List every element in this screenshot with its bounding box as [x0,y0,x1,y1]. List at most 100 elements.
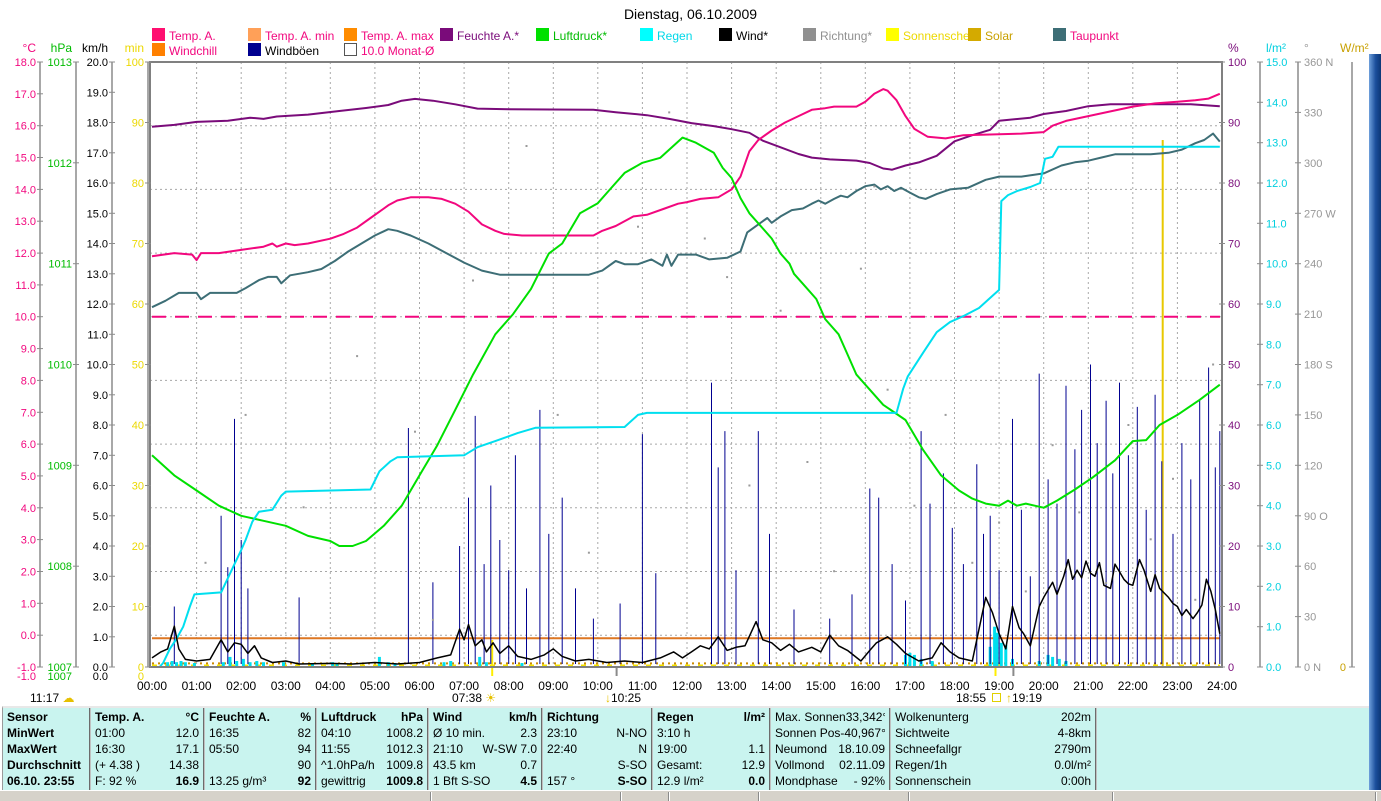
legend-item-feuchte-a-[interactable]: Feuchte A.* [440,28,519,43]
rain-bar [1057,658,1061,667]
legend-swatch-icon [344,43,357,56]
tick-temp: 8.0 [21,375,36,387]
series-taupunkt [151,132,1221,309]
legend-item-richtung-[interactable]: Richtung* [803,28,872,43]
legend-item-windchill[interactable]: Windchill [152,43,217,58]
direction-dot [913,504,916,507]
tick-min: 90 [132,118,144,130]
tick-temp: 16.0 [15,121,36,133]
cell-value: - 92% [853,774,885,788]
tick-temp: 10.0 [15,312,36,324]
tick-lm2: 15.0 [1266,57,1287,69]
cell-label: Sensor [7,710,48,724]
x-tick-label: 03:00 [271,679,301,693]
tick-temp: 15.0 [15,153,36,165]
tick-min: 30 [132,481,144,493]
legend-item-10-0-monat-[interactable]: 10.0 Monat-Ø [344,43,434,58]
tick-temp: 7.0 [21,407,36,419]
axis-end-label: -1.0 [17,671,36,683]
legend-label: Wind* [736,29,769,43]
legend-item-luftdruck-[interactable]: Luftdruck* [536,28,608,43]
tick-lm2: 8.0 [1266,339,1281,351]
direction-dot [244,413,247,416]
tick-pct: 80 [1228,178,1240,190]
legend-label: Temp. A. [169,29,216,43]
legend-item-taupunkt[interactable]: Taupunkt [1053,28,1119,43]
cell-label: Ø 10 min. [433,726,486,740]
tick-deg: 120 [1304,460,1322,472]
x-tick-label: 06:00 [404,679,434,693]
cell-label: Temp. A. [95,710,145,724]
tick-deg: 210 [1304,309,1322,321]
tick-lm2: 4.0 [1266,501,1281,513]
legend-swatch-icon [152,43,165,56]
legend-label: Regen [657,29,693,43]
legend-item-temp-a-max[interactable]: Temp. A. max [344,28,434,43]
axis-header-wm2: W/m² [1340,41,1369,55]
tick-lm2: 6.0 [1266,420,1281,432]
legend-item-temp-a-min[interactable]: Temp. A. min [248,28,334,43]
cell-label: Regen/1h [895,758,948,772]
tick-pct: 90 [1228,118,1240,130]
legend-swatch-icon [248,43,261,56]
tick-temp: 17.0 [15,89,36,101]
sun-icon: ☀ [485,691,497,705]
tick-pct: 60 [1228,299,1240,311]
cell-value: 94 [297,742,311,756]
cell-label: F: 92 % [95,774,137,788]
cell-label: 21:10 [433,742,464,756]
rain-bar [221,662,225,667]
statusbar-divider [1375,792,1376,801]
cell-label: 43.5 km [433,758,476,772]
direction-dot [1172,477,1174,480]
legend-item-temp-a-[interactable]: Temp. A. [152,28,216,43]
window-edge-decoration [1369,54,1381,790]
direction-dot [431,618,434,621]
cell-value: 4-8km [1057,726,1091,740]
column-luftdruck: Luftdruck hPa 04:10 1008.2 11:55 1012.3 ^1.0hP… [315,708,427,792]
tick-lm2: 3.0 [1266,541,1281,553]
x-tick-label: 16:00 [850,679,880,693]
direction-dot [971,561,974,564]
rain-bar [478,656,482,667]
legend-item-windb-en[interactable]: Windböen [248,43,319,58]
arrow-down-icon: ↓ [605,691,611,705]
legend-item-regen[interactable]: Regen [640,28,693,43]
time-marker: 07:38 ☀ [452,691,496,705]
rain-bar [262,662,265,667]
tick-kmh: 12.0 [87,299,108,311]
cell-label: Regen [657,710,694,724]
cell-label: MaxWert [7,742,57,756]
tick-temp: 3.0 [21,535,36,547]
tick-min: 60 [132,299,144,311]
tick-lm2: 5.0 [1266,460,1281,472]
axis-header-pct: % [1228,41,1239,55]
time-marker-label: 19:19 [1012,691,1043,705]
tick-kmh: 17.0 [87,148,108,160]
x-tick-label: 05:00 [360,679,390,693]
cell-label: ^1.0hPa/h [321,758,375,772]
column-sensor: Sensor MinWert MaxWert Durchschnitt 06.10. 2… [3,708,89,792]
series-temp-a- [151,88,1221,262]
legend-swatch-icon [536,28,549,41]
x-tick-label: 22:00 [1118,679,1148,693]
arrow-up-icon: ↑ [1006,691,1012,705]
rain-bar [393,663,397,667]
cell-label: 16:35 [209,726,240,740]
column-astro: Max. Sonnen 33,342° Sonnen Pos -40,967° Neum… [769,708,889,792]
legend-item-sonnenschein[interactable]: Sonnenschein [886,28,979,43]
tick-kmh: 14.0 [87,239,108,251]
rain-bar [228,656,232,667]
legend-label: Luftdruck* [553,29,608,43]
x-tick-label: 09:00 [538,679,568,693]
direction-dot [1051,444,1054,447]
tick-min: 50 [132,360,144,372]
legend-item-wind-[interactable]: Wind* [719,28,769,43]
tick-wm2: 0 [1340,662,1346,674]
legend-item-solar[interactable]: Solar [968,28,1013,43]
cell-value: N [638,742,647,756]
direction-dot [668,111,671,114]
tick-hpa: 1007 [48,662,72,674]
tick-deg: 150 [1304,410,1322,422]
tick-kmh: 20.0 [87,57,108,69]
